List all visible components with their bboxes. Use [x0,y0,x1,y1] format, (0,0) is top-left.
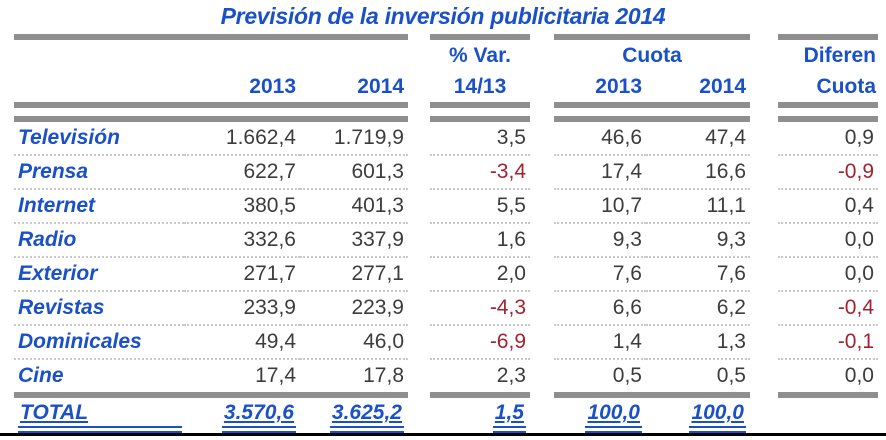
cell-2013: 271,7 [184,257,300,292]
header-bottom-rule-1 [14,102,878,108]
cell-2013: 233,9 [184,291,300,326]
table-row-revistas: Revistas 233,9 223,9 -4,3 6,6 6,2 -0,4 [14,291,878,326]
row-label: Prensa [14,155,184,190]
cell-diferen: -0,9 [778,155,878,190]
col-header-var: % Var. [449,44,511,67]
table-row-cine: Cine 17,4 17,8 2,3 0,5 0,5 0,0 [14,359,878,392]
total-var: 1,5 [492,401,526,433]
rule-segment [554,34,750,40]
cell-var: -4,3 [430,291,530,326]
table-row-radio: Radio 332,6 337,9 1,6 9,3 9,3 0,0 [14,223,878,258]
cell-2014: 1.719,9 [300,122,408,156]
table-row-dominicales: Dominicales 49,4 46,0 -6,9 1,4 1,3 -0,1 [14,325,878,360]
table-row-exterior: Exterior 271,7 277,1 2,0 7,6 7,6 0,0 [14,257,878,292]
col-header-diferen-cuota: Cuota [816,75,877,98]
cell-diferen: -0,1 [778,325,878,360]
total-label: TOTAL [18,401,182,433]
cell-var: 3,5 [430,122,530,156]
cell-var: 2,0 [430,257,530,292]
cell-cuota-2013: 6,6 [554,291,646,326]
cell-diferen: 0,9 [778,122,878,156]
cell-var: 1,6 [430,223,530,258]
cell-cuota-2013: 7,6 [554,257,646,292]
cell-cuota-2013: 0,5 [612,364,642,387]
row-label: Radio [14,223,184,258]
cell-cuota-2014: 9,3 [646,223,750,258]
page-title: Previsión de la inversión publicitaria 2… [220,3,666,29]
data-table: % Var. Cuota Diferen 2013 2014 14/13 201… [14,34,878,440]
rule-segment [430,34,530,40]
cell-diferen: 0,0 [844,364,874,387]
rule-segment [778,34,878,40]
cell-cuota-2013: 17,4 [554,155,646,190]
cell-cuota-2014: 0,5 [716,364,746,387]
cell-2013: 332,6 [184,223,300,258]
cell-cuota-2013: 1,4 [554,325,646,360]
cell-2013: 17,4 [255,364,296,387]
col-header-2013: 2013 [249,75,296,98]
table-row-total: TOTAL 3.570,6 3.625,2 1,5 100,0 100,0 [14,398,878,440]
total-2013: 3.570,6 [221,401,296,433]
cell-2014: 277,1 [300,257,408,292]
cell-cuota-2014: 47,4 [646,122,750,156]
table-row-internet: Internet 380,5 401,3 5,5 10,7 11,1 0,4 [14,189,878,224]
cell-2014: 17,8 [363,364,404,387]
table-row-television: Televisión 1.662,4 1.719,9 3,5 46,6 47,4… [14,122,878,156]
cell-cuota-2014: 1,3 [646,325,750,360]
cell-cuota-2014: 11,1 [646,189,750,224]
header-top-rule [14,34,878,40]
cell-diferen: 0,0 [778,257,878,292]
col-header-2014: 2014 [357,75,404,98]
header-row-group: % Var. Cuota Diferen [14,40,878,72]
cell-var: -6,9 [430,325,530,360]
col-header-cuota-2013: 2013 [595,75,642,98]
cell-cuota-2014: 6,2 [646,291,750,326]
cell-diferen: 0,0 [778,223,878,258]
cell-2014: 46,0 [300,325,408,360]
row-label: Revistas [14,291,184,326]
total-2014: 3.625,2 [329,401,404,433]
table-row-prensa: Prensa 622,7 601,3 -3,4 17,4 16,6 -0,9 [14,155,878,190]
col-header-cuota-group: Cuota [622,44,682,67]
rule-segment [14,34,408,40]
cell-2014: 337,9 [300,223,408,258]
cell-var: 5,5 [430,189,530,224]
cell-cuota-2013: 46,6 [554,122,646,156]
cell-2013: 622,7 [184,155,300,190]
cell-2013: 1.662,4 [184,122,300,156]
cell-cuota-2013: 9,3 [554,223,646,258]
cell-cuota-2014: 7,6 [646,257,750,292]
row-label: Cine [18,364,64,387]
cell-var: -3,4 [430,155,530,190]
col-header-diferen: Diferen [803,44,876,67]
col-header-cuota-2014: 2014 [699,75,746,98]
bottom-border-rule [0,433,886,436]
row-label: Exterior [14,257,184,292]
header-row-years: 2013 2014 14/13 2013 2014 Cuota [14,72,878,102]
cell-var: 2,3 [496,364,526,387]
total-cuota-2013: 100,0 [585,401,642,433]
header-bottom-rule-2 [14,116,878,122]
cell-2013: 49,4 [184,325,300,360]
cell-2013: 380,5 [184,189,300,224]
total-cuota-2014: 100,0 [689,401,746,433]
cell-diferen: -0,4 [778,291,878,326]
row-label: Televisión [14,122,184,156]
col-header-var-ratio: 14/13 [453,75,507,98]
cell-cuota-2013: 10,7 [554,189,646,224]
cell-2014: 223,9 [300,291,408,326]
cell-cuota-2014: 16,6 [646,155,750,190]
row-label: Internet [14,189,184,224]
cell-2014: 401,3 [300,189,408,224]
row-label: Dominicales [14,325,184,360]
total-top-rule [14,392,878,398]
cell-diferen: 0,4 [778,189,878,224]
cell-2014: 601,3 [300,155,408,190]
